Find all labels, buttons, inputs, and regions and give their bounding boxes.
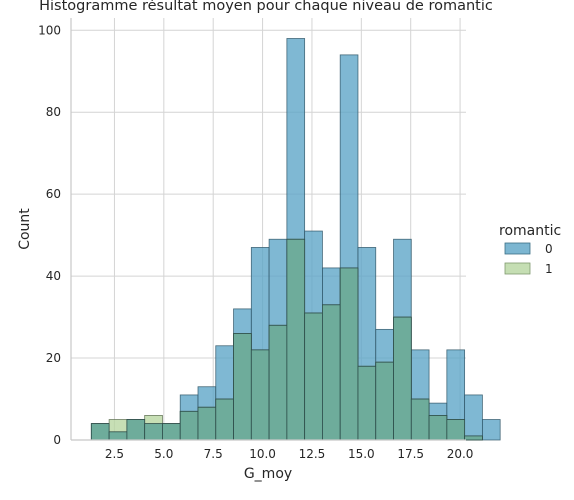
legend: romantic 0 1 bbox=[499, 223, 561, 276]
bar-overlap bbox=[464, 435, 483, 441]
bar-overlap bbox=[144, 423, 163, 441]
bar-overlap bbox=[339, 267, 359, 441]
bar-overlap bbox=[250, 349, 270, 441]
legend-label-1: 1 bbox=[545, 262, 553, 276]
x-tick-label: 12.5 bbox=[299, 447, 326, 461]
bar-overlap bbox=[446, 419, 466, 441]
bar-overlap bbox=[90, 423, 110, 441]
x-tick-label: 17.5 bbox=[397, 447, 424, 461]
bar-overlap bbox=[233, 333, 252, 441]
bar-overlap bbox=[162, 423, 181, 441]
y-tick-label: 100 bbox=[38, 23, 61, 37]
overlap-bars bbox=[90, 238, 483, 441]
y-tick-label: 60 bbox=[46, 187, 61, 201]
bar-overlap bbox=[428, 415, 448, 441]
x-axis-label: G_moy bbox=[244, 466, 292, 482]
bar-overlap bbox=[357, 365, 377, 441]
x-tick-label: 15.0 bbox=[348, 447, 375, 461]
x-tick-label: 10.0 bbox=[249, 447, 276, 461]
bar-overlap bbox=[304, 312, 323, 441]
x-tick-labels: 2.5 5.0 7.5 10.0 12.5 15.0 17.5 20.0 bbox=[105, 447, 474, 461]
chart-title: Histogramme résultat moyen pour chaque n… bbox=[39, 0, 493, 14]
y-tick-label: 0 bbox=[53, 433, 61, 447]
legend-label-0: 0 bbox=[545, 242, 553, 256]
y-tick-label: 80 bbox=[46, 105, 61, 119]
x-tick-label: 2.5 bbox=[105, 447, 124, 461]
grid bbox=[71, 18, 466, 441]
y-tick-label: 20 bbox=[46, 351, 61, 365]
bar-overlap bbox=[268, 324, 288, 441]
x-tick-label: 5.0 bbox=[154, 447, 173, 461]
bar-series-0 bbox=[464, 394, 483, 441]
bar-overlap bbox=[126, 419, 146, 441]
bar-overlap bbox=[179, 410, 199, 441]
bar-overlap bbox=[215, 398, 234, 441]
y-tick-labels: 0 20 40 60 80 100 bbox=[38, 23, 61, 447]
y-axis-label: Count bbox=[17, 208, 33, 250]
bar-overlap bbox=[108, 431, 128, 441]
bar-overlap bbox=[375, 361, 394, 441]
bar-overlap bbox=[197, 406, 217, 441]
bar-series-0 bbox=[481, 419, 501, 441]
bar-overlap bbox=[410, 398, 430, 441]
bar-overlap bbox=[322, 304, 341, 441]
legend-swatch-0 bbox=[504, 242, 531, 255]
bar-overlap bbox=[286, 238, 306, 441]
y-tick-label: 40 bbox=[46, 269, 61, 283]
x-tick-label: 7.5 bbox=[204, 447, 223, 461]
legend-title: romantic bbox=[499, 223, 561, 239]
x-tick-label: 20.0 bbox=[447, 447, 474, 461]
legend-swatch-1 bbox=[504, 262, 531, 275]
bar-overlap bbox=[393, 316, 412, 441]
